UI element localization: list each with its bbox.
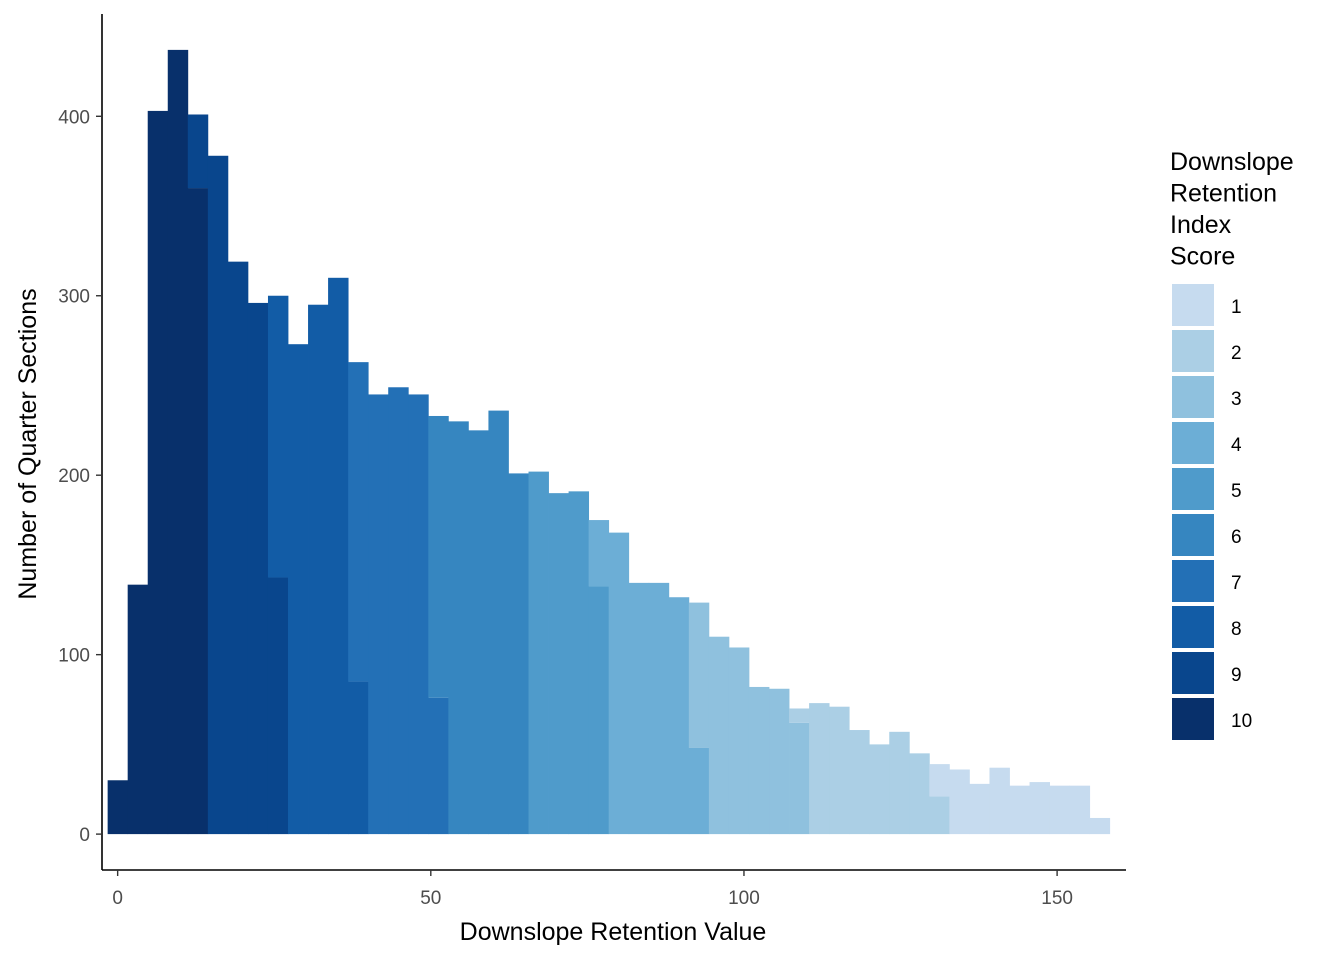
histogram-bar-segment bbox=[267, 577, 289, 835]
x-tick-label: 0 bbox=[112, 888, 123, 909]
legend-swatch bbox=[1172, 606, 1214, 648]
histogram-bar-segment bbox=[588, 520, 610, 587]
histogram-bar-segment bbox=[969, 783, 990, 835]
x-tick-label: 50 bbox=[420, 888, 441, 909]
histogram-bar-segment bbox=[989, 767, 1010, 835]
histogram-bar-segment bbox=[909, 753, 930, 835]
histogram-bar-segment bbox=[227, 261, 249, 835]
legend: Downslope Retention Index Score 1 2 3 4 5 6 7 8 9 10 bbox=[1170, 148, 1294, 740]
histogram-bar-segment bbox=[929, 764, 950, 797]
histogram-bar-segment bbox=[1029, 782, 1050, 835]
histogram-bar-segment bbox=[1049, 785, 1071, 835]
histogram-bar-segment bbox=[708, 636, 730, 835]
histogram-bar-segment bbox=[508, 473, 529, 835]
histogram-bar-segment bbox=[1089, 817, 1111, 835]
histogram-bar-segment bbox=[488, 410, 509, 835]
legend-label: 7 bbox=[1231, 573, 1242, 594]
histogram-bar-segment bbox=[728, 647, 750, 835]
histogram-bar-segment bbox=[548, 493, 569, 835]
histogram-bar-segment bbox=[167, 49, 189, 835]
legend-label: 10 bbox=[1231, 711, 1252, 732]
legend-label: 1 bbox=[1231, 297, 1242, 318]
legend-swatch bbox=[1172, 514, 1214, 556]
legend-label: 9 bbox=[1231, 665, 1242, 686]
histogram-bar-segment bbox=[789, 722, 810, 835]
histogram-bar-segment bbox=[849, 730, 870, 835]
x-axis-title: Downslope Retention Value bbox=[460, 918, 767, 946]
histogram-bar-segment bbox=[869, 744, 890, 835]
legend-label: 8 bbox=[1231, 619, 1242, 640]
legend-swatch bbox=[1172, 560, 1214, 602]
legend-label: 3 bbox=[1231, 389, 1242, 410]
y-tick-label: 200 bbox=[58, 466, 90, 487]
legend-swatch bbox=[1172, 330, 1214, 372]
histogram-bar-segment bbox=[568, 491, 590, 835]
axes: 0 100 200 300 400 0 50 100 150 bbox=[58, 14, 1126, 909]
y-tick-label: 0 bbox=[79, 825, 90, 846]
x-tick-label: 150 bbox=[1041, 888, 1073, 909]
histogram-bar-segment bbox=[207, 155, 229, 835]
histogram-bar-segment bbox=[247, 302, 269, 835]
histogram-bars bbox=[107, 49, 1111, 835]
legend-swatch bbox=[1172, 468, 1214, 510]
histogram-bar-segment bbox=[829, 706, 850, 835]
histogram-bar-segment bbox=[929, 796, 950, 835]
histogram-bar-segment bbox=[448, 421, 469, 835]
legend-title-line: Index bbox=[1170, 211, 1232, 239]
histogram-bar-segment bbox=[468, 430, 489, 835]
histogram-bar-segment bbox=[789, 708, 810, 723]
histogram-bar-segment bbox=[949, 769, 970, 835]
histogram-bar-segment bbox=[107, 780, 129, 835]
histogram-bar-segment bbox=[348, 681, 369, 835]
histogram-bar-segment bbox=[748, 686, 770, 835]
legend-title-line: Score bbox=[1170, 243, 1235, 271]
histogram-bar-segment bbox=[368, 394, 389, 835]
y-tick-label: 100 bbox=[58, 646, 90, 667]
histogram-bar-segment bbox=[648, 582, 670, 835]
legend-title-line: Downslope bbox=[1170, 148, 1294, 176]
legend-swatch bbox=[1172, 422, 1214, 464]
histogram-bar-segment bbox=[187, 114, 209, 189]
histogram-bar-segment bbox=[688, 602, 710, 748]
histogram-bar-segment bbox=[147, 110, 169, 835]
histogram-bar-segment bbox=[328, 277, 349, 835]
legend-label: 2 bbox=[1231, 343, 1242, 364]
legend-label: 6 bbox=[1231, 527, 1242, 548]
histogram-bar-segment bbox=[388, 387, 409, 835]
histogram-bar-segment bbox=[608, 532, 630, 835]
legend-swatch bbox=[1172, 698, 1214, 740]
histogram-bar-segment bbox=[528, 471, 549, 835]
histogram-bar-segment bbox=[688, 747, 710, 835]
histogram-bar-segment bbox=[769, 688, 790, 835]
histogram-bar-segment bbox=[288, 344, 309, 835]
y-tick-label: 400 bbox=[58, 107, 90, 128]
histogram-bar-segment bbox=[428, 415, 449, 698]
histogram-bar-segment bbox=[1009, 785, 1030, 835]
histogram-bar-segment bbox=[809, 703, 830, 835]
histogram-bar-segment bbox=[308, 304, 329, 835]
histogram-bar-segment bbox=[588, 586, 610, 835]
histogram-bar-segment bbox=[428, 697, 449, 835]
legend-swatch bbox=[1172, 652, 1214, 694]
histogram-bar-segment bbox=[267, 295, 289, 578]
histogram-bar-segment bbox=[628, 582, 650, 835]
y-axis-title: Number of Quarter Sections bbox=[14, 288, 42, 599]
y-tick-label: 300 bbox=[58, 287, 90, 308]
x-tick-label: 100 bbox=[728, 888, 760, 909]
legend-title-line: Retention bbox=[1170, 180, 1277, 208]
histogram-bar-segment bbox=[889, 731, 910, 835]
legend-swatch bbox=[1172, 284, 1214, 326]
histogram-bar-segment bbox=[348, 362, 369, 682]
histogram-bar-segment bbox=[668, 597, 690, 835]
histogram-bar-segment bbox=[408, 394, 429, 835]
legend-label: 4 bbox=[1231, 435, 1242, 456]
histogram-bar-segment bbox=[127, 584, 149, 835]
legend-swatch bbox=[1172, 376, 1214, 418]
legend-label: 5 bbox=[1231, 481, 1242, 502]
histogram-bar-segment bbox=[1069, 785, 1091, 835]
histogram-bar-segment bbox=[187, 188, 209, 835]
